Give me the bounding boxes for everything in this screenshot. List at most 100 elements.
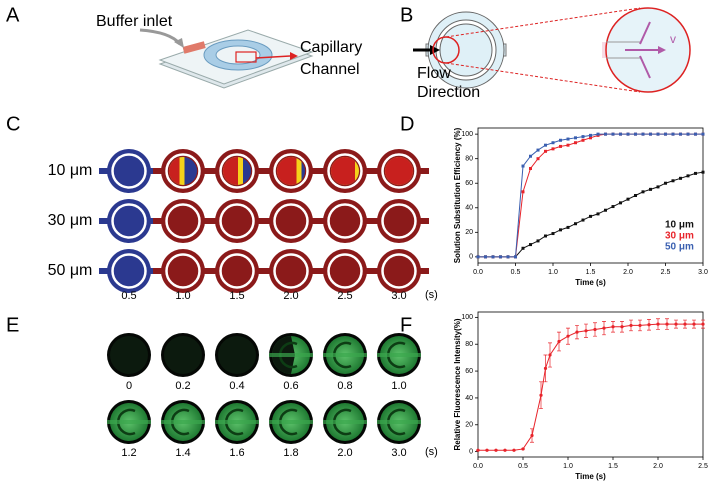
frame-inner	[223, 207, 251, 235]
frame-ring	[273, 203, 309, 239]
frame-ring	[273, 153, 309, 189]
frame-inner	[277, 257, 305, 285]
point	[575, 330, 579, 334]
frame-ring	[381, 203, 417, 239]
y-axis-label: Solution Substitution Efficiency (%)	[453, 127, 462, 263]
frame-inner	[115, 157, 143, 185]
frame-inner	[115, 207, 143, 235]
point	[656, 322, 660, 326]
frame-ring	[327, 253, 363, 289]
front-red	[169, 157, 180, 185]
time-label: 0.5	[121, 290, 136, 302]
point	[543, 366, 548, 370]
point	[581, 218, 585, 222]
channel	[323, 420, 367, 424]
point	[559, 144, 562, 148]
frame-ring	[111, 153, 147, 189]
y-tick-label: 20	[465, 229, 473, 236]
point	[476, 448, 480, 452]
frame-ring	[219, 153, 255, 189]
y-tick-label: 0	[469, 448, 473, 455]
x-tick-label: 1.0	[563, 463, 573, 470]
point	[536, 239, 540, 243]
point	[701, 170, 705, 174]
simulation-frame	[315, 199, 375, 243]
point	[683, 322, 687, 326]
point	[611, 325, 615, 329]
time-label: 2.5	[337, 290, 352, 302]
simulation-frame	[261, 199, 321, 243]
simulation-frame	[315, 149, 375, 193]
point	[619, 201, 622, 205]
simulation-frame	[369, 199, 429, 243]
fluorescence-frame	[107, 333, 151, 377]
panel-label: D	[400, 113, 414, 135]
point	[641, 190, 645, 194]
fluorescence-frame	[323, 400, 367, 444]
simulation-frame	[99, 249, 159, 293]
front-red	[385, 157, 413, 185]
point	[679, 132, 682, 136]
point	[638, 323, 642, 328]
front-red	[277, 157, 297, 185]
panel-label: F	[400, 314, 412, 336]
simulation-frame	[369, 149, 429, 193]
frame-ring	[273, 253, 309, 289]
y-tick-label: 40	[465, 205, 473, 212]
point	[491, 255, 495, 259]
point	[574, 136, 577, 140]
point	[551, 232, 555, 236]
annotation: Capillary	[300, 39, 362, 56]
simulation-frame	[315, 249, 375, 293]
y-axis-label: Relative Fluorescence Intensity(%)	[453, 318, 462, 450]
point	[686, 132, 690, 136]
channel	[269, 353, 313, 357]
frame-inner	[277, 207, 305, 235]
point	[584, 329, 588, 333]
channel	[161, 420, 205, 424]
frame-inner	[110, 336, 148, 374]
point	[566, 334, 570, 338]
annotation: Direction	[417, 84, 480, 101]
row-label: 50 μm	[48, 262, 93, 279]
channel	[323, 353, 367, 357]
time-label: 0.8	[337, 380, 352, 392]
point	[544, 149, 547, 153]
point	[701, 322, 705, 326]
point	[604, 132, 607, 136]
time-label: 1.6	[229, 447, 244, 459]
point	[529, 167, 532, 170]
simulation-frame	[261, 249, 321, 293]
x-axis-label: Time (s)	[575, 472, 606, 481]
point	[485, 448, 489, 452]
row-label: 30 μm	[48, 212, 93, 229]
panel-label: C	[6, 113, 20, 135]
y-tick-label: 80	[465, 156, 473, 163]
frame-ring	[165, 253, 201, 289]
point	[694, 132, 697, 136]
x-tick-label: 0.0	[473, 269, 483, 276]
frame-ring	[327, 153, 363, 189]
time-label: 1.4	[175, 447, 190, 459]
frame-inner	[331, 257, 359, 285]
front-red	[331, 157, 355, 185]
point	[664, 181, 667, 185]
unit-label: (s)	[425, 289, 438, 301]
fluorescence-frame	[161, 333, 205, 377]
frame-inner	[164, 336, 202, 374]
point	[626, 132, 630, 136]
frame-ring	[219, 253, 255, 289]
y-tick-label: 80	[465, 341, 473, 348]
frame-ring	[165, 203, 201, 239]
time-label: 2.0	[283, 290, 298, 302]
y-tick-label: 100	[461, 131, 473, 138]
x-tick-label: 1.0	[548, 269, 558, 276]
time-label: 1.0	[175, 290, 190, 302]
simulation-frame	[261, 149, 321, 193]
simulation-frame	[153, 249, 213, 293]
fluorescence-frame	[377, 333, 421, 377]
point	[604, 208, 607, 212]
point	[671, 132, 675, 136]
fluorescence-frame	[269, 333, 313, 377]
